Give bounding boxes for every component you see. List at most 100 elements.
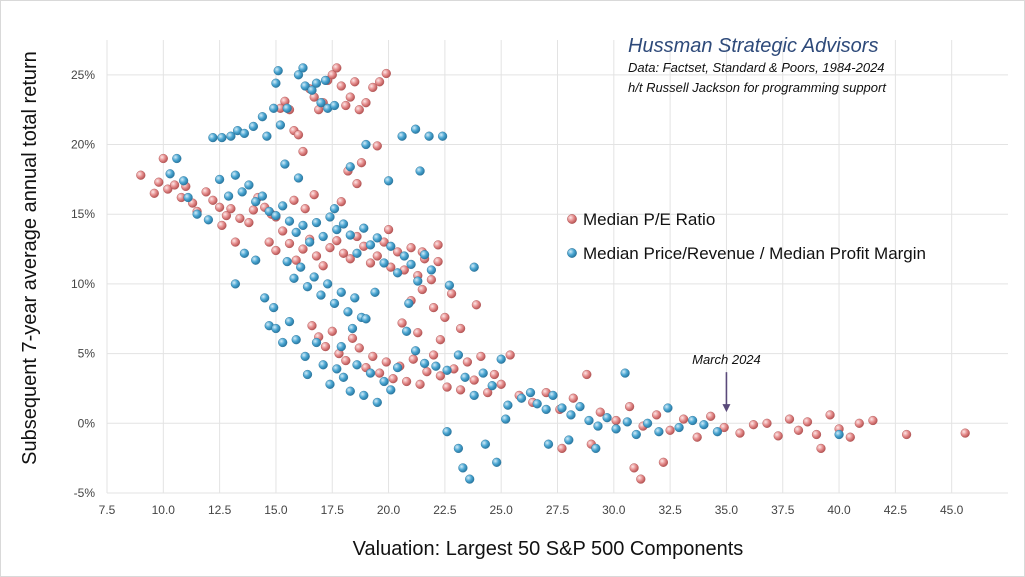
x-axis-ticks: 7.5 10.0 12.5 15.0 17.5 20.0 22.5 25.0 27.5 30.0 3…	[99, 503, 964, 517]
x-axis-title: Valuation: Largest 50 S&P 500 Components	[353, 538, 744, 560]
price-revenue-point	[204, 215, 213, 224]
pe-ratio-point	[332, 236, 341, 245]
price-revenue-point	[296, 263, 305, 272]
price-revenue-point	[323, 280, 332, 289]
x-tick-label: 10.0	[152, 503, 176, 517]
pe-ratio-point	[337, 82, 346, 91]
pe-ratio-point	[355, 105, 364, 114]
price-revenue-point	[251, 256, 260, 265]
price-revenue-point	[380, 377, 389, 386]
pe-ratio-point	[326, 243, 335, 252]
pe-ratio-point	[215, 203, 224, 212]
x-tick-label: 35.0	[715, 503, 739, 517]
price-revenue-point	[655, 427, 664, 436]
price-revenue-point	[332, 365, 341, 374]
pe-ratio-point	[846, 433, 855, 442]
price-revenue-point	[353, 360, 362, 369]
price-revenue-point	[184, 193, 193, 202]
y-tick-label: 5%	[78, 347, 96, 361]
pe-ratio-point	[463, 358, 472, 367]
pe-ratio-point	[355, 344, 364, 353]
pe-ratio-point	[803, 418, 812, 427]
price-revenue-point	[330, 299, 339, 308]
price-revenue-point	[319, 232, 328, 241]
price-revenue-point	[353, 249, 362, 258]
price-revenue-point	[310, 273, 319, 282]
price-revenue-point	[664, 404, 673, 413]
x-tick-label: 15.0	[264, 503, 288, 517]
pe-ratio-point	[706, 412, 715, 421]
price-revenue-point	[269, 303, 278, 312]
price-revenue-point	[321, 76, 330, 85]
pe-ratio-point	[231, 238, 240, 247]
pe-ratio-point	[236, 214, 245, 223]
pe-ratio-point	[736, 429, 745, 438]
legend: Median P/E Ratio Median Price/Revenue / …	[567, 210, 926, 263]
annotation-arrow-head	[722, 404, 730, 412]
pe-ratio-point	[398, 319, 407, 328]
price-revenue-point	[249, 122, 258, 131]
price-revenue-point	[384, 176, 393, 185]
price-revenue-point	[337, 288, 346, 297]
price-revenue-point	[240, 129, 249, 138]
pe-ratio-point	[785, 415, 794, 424]
pe-ratio-point	[337, 197, 346, 206]
pe-ratio-point	[558, 444, 567, 453]
price-revenue-point	[488, 381, 497, 390]
price-revenue-point	[621, 369, 630, 378]
price-revenue-point	[459, 464, 468, 473]
price-revenue-point	[299, 221, 308, 230]
pe-ratio-point	[245, 218, 254, 227]
price-revenue-point	[278, 202, 287, 211]
price-revenue-point	[564, 436, 573, 445]
pe-ratio-point	[373, 142, 382, 151]
x-tick-label: 37.5	[771, 503, 795, 517]
pe-ratio-point	[826, 411, 835, 420]
pe-ratio-point	[429, 351, 438, 360]
price-revenue-point	[443, 366, 452, 375]
price-revenue-point	[400, 252, 409, 261]
price-revenue-point	[713, 427, 722, 436]
price-revenue-point	[312, 79, 321, 88]
pe-ratio-point	[855, 419, 864, 428]
pe-ratio-point	[312, 252, 321, 261]
pe-ratio-point	[154, 178, 163, 187]
pe-ratio-point	[869, 416, 878, 425]
pe-ratio-point	[341, 101, 350, 110]
march-2024-annotation: March 2024	[692, 352, 761, 412]
x-tick-label: 32.5	[658, 503, 682, 517]
pe-ratio-point	[366, 259, 375, 268]
pe-ratio-point	[447, 289, 456, 298]
pe-ratio-point	[301, 204, 310, 213]
price-revenue-point	[373, 398, 382, 407]
price-revenue-point	[292, 228, 301, 237]
pe-ratio-point	[348, 334, 357, 343]
pe-ratio-point	[456, 386, 465, 395]
pe-ratio-point	[679, 415, 688, 424]
pe-ratio-point	[218, 221, 227, 230]
price-revenue-point	[393, 363, 402, 372]
pe-ratio-point	[693, 433, 702, 442]
price-revenue-point	[501, 415, 510, 424]
pe-ratio-point	[299, 245, 308, 254]
price-revenue-point	[445, 281, 454, 290]
price-revenue-point	[549, 391, 558, 400]
pe-ratio-point	[249, 206, 258, 215]
x-tick-label: 27.5	[546, 503, 570, 517]
price-revenue-point	[258, 112, 267, 121]
price-revenue-point	[218, 133, 227, 142]
price-revenue-point	[420, 359, 429, 368]
pe-ratio-point	[497, 380, 506, 389]
pe-ratio-point	[817, 444, 826, 453]
pe-ratio-point	[794, 426, 803, 435]
pe-ratio-point	[382, 69, 391, 78]
pe-ratio-point	[402, 377, 411, 386]
y-tick-label: 0%	[78, 416, 96, 430]
y-tick-label: 10%	[71, 277, 95, 291]
pe-ratio-point	[470, 376, 479, 385]
price-revenue-point	[497, 355, 506, 364]
pe-ratio-point	[299, 147, 308, 156]
price-revenue-point	[470, 391, 479, 400]
price-revenue-point	[492, 458, 501, 467]
